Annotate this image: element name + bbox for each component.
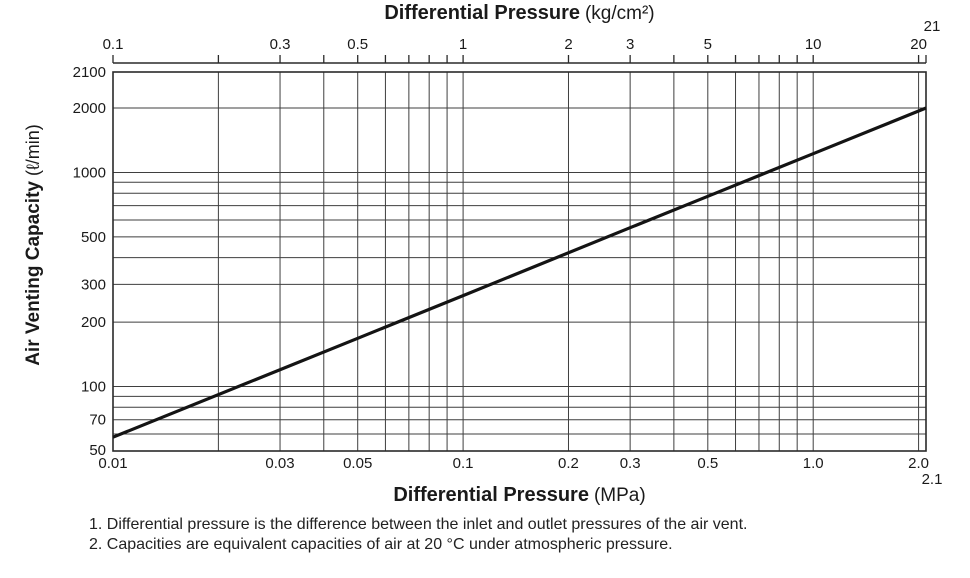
bottom-axis-title: Differential Pressure (MPa) xyxy=(113,484,926,507)
bottom-axis-tick-label: 0.01 xyxy=(98,455,127,472)
y-axis-tick-label: 100 xyxy=(81,379,106,396)
top-axis-title-text: Differential Pressure xyxy=(384,2,580,24)
footnotes: 1. Differential pressure is the differen… xyxy=(89,515,747,554)
top-axis-tick-label: 0.3 xyxy=(270,36,291,53)
bottom-axis-tick-label: 0.5 xyxy=(697,455,718,472)
y-axis-tick-label: 200 xyxy=(81,314,106,331)
top-axis-tick-label: 0.1 xyxy=(103,36,124,53)
top-axis-tick-label: 3 xyxy=(626,36,634,53)
bottom-axis-tick-label: 0.05 xyxy=(343,455,372,472)
top-axis-tick-label: 10 xyxy=(805,36,822,53)
bottom-axis-tick-label: 0.2 xyxy=(558,455,579,472)
bottom-axis-tick-label: 2.1 xyxy=(922,471,943,488)
top-axis-tick-label: 2 xyxy=(564,36,572,53)
y-axis-tick-label: 2100 xyxy=(73,64,106,81)
bottom-axis-title-text: Differential Pressure xyxy=(393,484,589,506)
bottom-axis-title-unit: (MPa) xyxy=(593,485,646,506)
bottom-axis-tick-label: 0.1 xyxy=(453,455,474,472)
series-line-air-venting-capacity xyxy=(112,106,927,439)
bottom-axis-tick-label: 0.3 xyxy=(620,455,641,472)
top-axis-title-unit: (kg/cm²) xyxy=(584,3,655,24)
y-axis-tick-label: 500 xyxy=(81,229,106,246)
top-axis-tick-label: 21 xyxy=(924,18,941,35)
footnote-2: 2. Capacities are equivalent capacities … xyxy=(89,535,673,553)
top-axis-tick-label: 1 xyxy=(459,36,467,53)
bottom-axis-tick-label: 0.03 xyxy=(265,455,294,472)
top-axis-title: Differential Pressure (kg/cm²) xyxy=(113,2,926,25)
top-axis-tick-label: 0.5 xyxy=(347,36,368,53)
top-axis-tick-label: 20 xyxy=(910,36,927,53)
top-axis-tick-label: 5 xyxy=(704,36,712,53)
footnote-1: 1. Differential pressure is the differen… xyxy=(89,516,748,533)
y-axis-tick-label: 50 xyxy=(89,442,106,459)
y-axis-tick-label: 70 xyxy=(89,412,106,429)
bottom-axis-tick-label: 2.0 xyxy=(908,455,929,472)
plot-border xyxy=(112,71,927,452)
y-axis-tick-label: 300 xyxy=(81,276,106,293)
y-axis-tick-label: 1000 xyxy=(73,164,106,181)
y-axis-tick-label: 2000 xyxy=(73,100,106,117)
bottom-axis-tick-label: 1.0 xyxy=(803,455,824,472)
